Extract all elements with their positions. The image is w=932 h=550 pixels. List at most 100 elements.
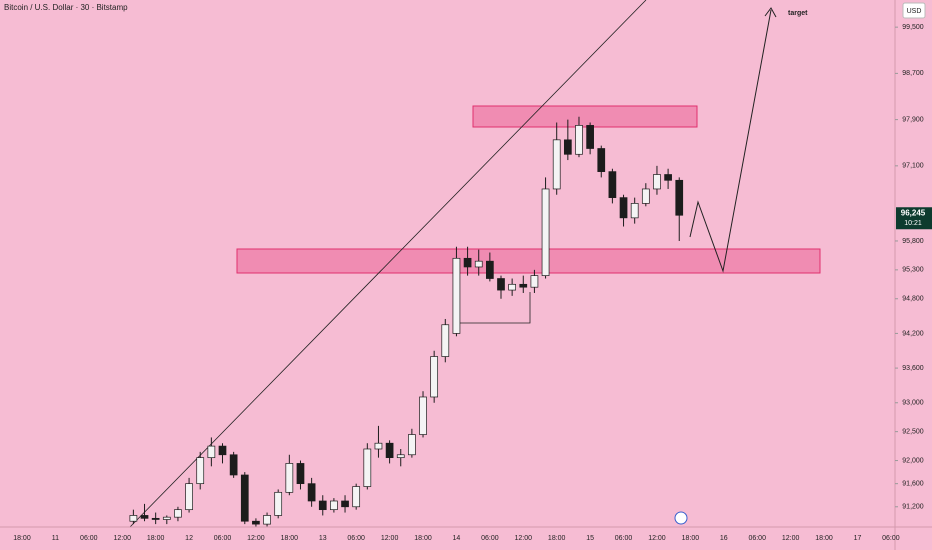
candle-body	[630, 203, 639, 219]
y-tick-label: 92,000	[902, 457, 924, 464]
candle-body	[552, 139, 561, 190]
candle-body	[641, 188, 650, 204]
candle-body	[419, 396, 427, 435]
x-tick-label: 12:00	[381, 535, 399, 542]
axes: 91,200 91,600 92,000 92,500 93,000 93,600 94,2…	[13, 24, 932, 542]
y-tick-label: 93,000	[902, 400, 924, 407]
candle-body	[374, 442, 383, 450]
x-tick-label: 06:00	[481, 535, 499, 542]
candle-body	[675, 179, 684, 216]
candle-body	[563, 139, 572, 155]
x-tick-label: 18:00	[548, 535, 566, 542]
chart-title: Bitcoin / U.S. Dollar · 30 · Bitstamp	[4, 3, 128, 12]
candle-body	[597, 148, 606, 172]
candles	[129, 116, 684, 527]
x-tick-label: 12:00	[247, 535, 265, 542]
support-zone	[236, 248, 821, 274]
candle-body	[396, 454, 405, 459]
x-tick-label: 17	[854, 535, 862, 542]
x-tick-label: 18:00	[414, 535, 432, 542]
x-tick-label: 12	[185, 535, 193, 542]
x-tick-label: 13	[319, 535, 327, 542]
candle-body	[664, 174, 672, 181]
candle-body	[129, 515, 138, 522]
candle-body	[318, 500, 327, 511]
y-tick-label: 94,200	[902, 330, 924, 337]
x-tick-label: 18:00	[13, 535, 31, 542]
candle-body	[229, 454, 238, 476]
x-tick-label: 15	[586, 535, 594, 542]
candle-body	[474, 260, 483, 268]
x-tick-label: 11	[52, 535, 59, 542]
candle-body	[218, 445, 227, 456]
candle-body	[162, 516, 171, 520]
candle-body	[330, 500, 338, 511]
countdown: 10:21	[904, 220, 922, 227]
candle-body	[452, 257, 461, 334]
y-tick-label: 91,600	[902, 481, 924, 488]
y-tick-label: 97,900	[902, 116, 924, 123]
candle-body	[196, 457, 205, 485]
projection-path	[689, 9, 772, 273]
x-tick-label: 18:00	[281, 535, 299, 542]
candle-body	[274, 491, 283, 516]
candle-body	[352, 486, 361, 508]
candle-body	[541, 188, 550, 276]
currency-button[interactable]	[902, 2, 926, 19]
x-tick-label: 18:00	[147, 535, 165, 542]
y-tick-label: 95,300	[902, 267, 924, 274]
candle-body	[185, 483, 193, 511]
y-tick-label: 97,100	[902, 163, 924, 170]
candle-body	[263, 515, 271, 525]
last-price-box	[896, 207, 932, 230]
candle-body	[307, 483, 316, 502]
candle-body	[497, 278, 505, 291]
candle-body	[463, 257, 472, 268]
candle-body	[586, 125, 594, 149]
y-tick-label: 98,700	[902, 70, 924, 77]
trend-line	[129, 0, 647, 528]
candle-body	[486, 260, 494, 279]
candle-body	[252, 520, 260, 525]
candle-body	[240, 474, 249, 522]
x-tick-label: 06:00	[882, 535, 900, 542]
x-tick-label: 14	[453, 535, 461, 542]
x-tick-label: 12:00	[515, 535, 533, 542]
resistance-zone	[472, 105, 698, 128]
candle-body	[653, 174, 661, 190]
candle-body	[363, 448, 372, 487]
y-tick-label: 91,200	[902, 504, 924, 511]
candle-body	[341, 500, 349, 508]
arrow-head	[764, 7, 777, 18]
y-tick-label: 92,500	[902, 428, 924, 435]
x-tick-label: 06:00	[80, 535, 98, 542]
candle-body	[408, 434, 416, 456]
candle-body	[530, 275, 539, 288]
x-tick-label: 12:00	[113, 535, 131, 542]
x-tick-label: 16	[720, 535, 728, 542]
candle-body	[575, 125, 583, 155]
candle-body	[174, 509, 182, 518]
x-tick-label: 12:00	[648, 535, 666, 542]
candle-body	[296, 463, 305, 485]
x-tick-label: 06:00	[214, 535, 232, 542]
candle-body	[385, 442, 394, 459]
event-icon[interactable]	[674, 511, 688, 525]
candle-body	[608, 171, 617, 198]
candle-body	[140, 515, 149, 519]
candle-body	[441, 324, 450, 357]
y-tick-label: 94,800	[902, 296, 924, 303]
candle-body	[508, 283, 516, 291]
candle-body	[519, 283, 528, 288]
x-tick-label: 18:00	[815, 535, 833, 542]
candle-body	[430, 356, 439, 398]
x-tick-label: 06:00	[615, 535, 633, 542]
x-tick-label: 12:00	[782, 535, 800, 542]
x-tick-label: 06:00	[347, 535, 365, 542]
last-price-label: 96,245	[901, 208, 926, 217]
zones	[236, 105, 821, 274]
currency[interactable]: USD	[907, 8, 922, 15]
